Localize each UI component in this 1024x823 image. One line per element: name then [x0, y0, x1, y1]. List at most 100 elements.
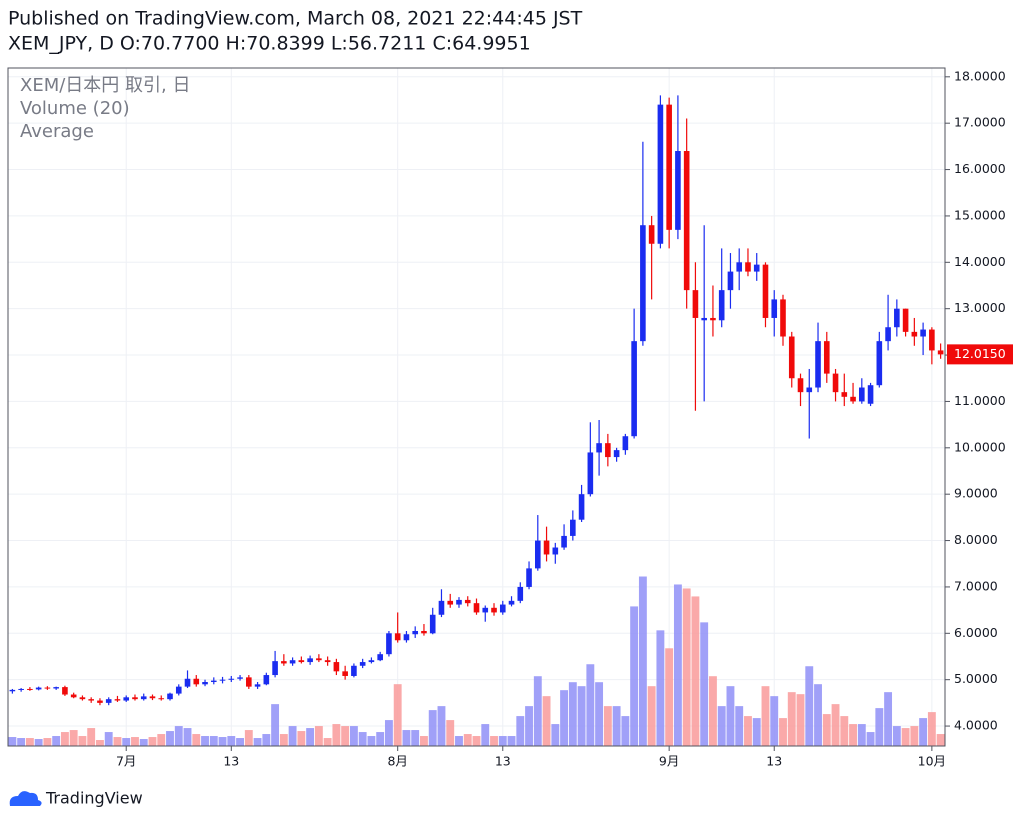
candle-body	[333, 662, 340, 672]
plot-frame	[7, 67, 946, 747]
volume-bar	[717, 706, 726, 746]
volume-bar	[831, 704, 840, 746]
y-tick-label: 4.0000	[954, 718, 998, 733]
candle-body	[613, 450, 620, 458]
candle-body	[210, 680, 217, 683]
volume-bar	[910, 726, 919, 746]
logo: TradingView	[9, 789, 143, 808]
candle-body	[622, 436, 629, 451]
candle-body	[534, 540, 541, 569]
volume-bar	[402, 730, 411, 746]
candle-body	[850, 396, 856, 402]
x-tick-label: 10月	[918, 754, 946, 769]
y-tick-label: 9.0000	[954, 486, 998, 501]
volume-bar	[656, 630, 665, 746]
volume-bar	[157, 734, 166, 746]
candle-body	[771, 299, 778, 318]
candle-body	[175, 686, 182, 694]
volume-bar	[166, 731, 174, 746]
candle-body	[666, 104, 672, 230]
candle-body	[298, 660, 305, 663]
candle-body	[710, 317, 716, 321]
candle-body	[219, 679, 226, 681]
volume-bar	[209, 736, 218, 746]
volume-bar	[630, 606, 639, 746]
candle-body	[351, 665, 357, 676]
volume-bar	[884, 692, 893, 746]
legend-entry: XEM/日本円 取引, 日	[20, 75, 190, 96]
y-tick-label: 16.0000	[954, 161, 1006, 176]
last-price-label: 12.0150	[954, 346, 1006, 361]
candle-body	[324, 660, 331, 663]
volume-bar	[866, 732, 875, 746]
volume-bar	[682, 588, 691, 746]
candle-body	[254, 684, 261, 687]
candle-body	[929, 329, 935, 351]
volume-bar	[612, 706, 621, 746]
candle-body	[342, 671, 348, 676]
candle-body	[316, 658, 322, 661]
candle-body	[289, 660, 296, 664]
volume-bar	[542, 696, 551, 746]
candle-body	[167, 693, 173, 700]
y-tick-label: 14.0000	[954, 254, 1006, 269]
volume-bar	[183, 728, 192, 746]
candle-body	[762, 264, 769, 318]
candle-body	[736, 262, 743, 272]
candle-body	[491, 607, 497, 613]
volume-bar	[306, 728, 315, 746]
candle-body	[867, 385, 874, 404]
volume-bar	[665, 648, 674, 746]
volume-bar	[148, 737, 157, 746]
candle-body	[88, 699, 94, 701]
candle-body	[499, 604, 506, 613]
brand: TradingView	[45, 789, 143, 808]
candle-body	[246, 677, 252, 687]
y-tick-label: 13.0000	[954, 300, 1006, 315]
candle-body	[648, 225, 655, 244]
candle-body	[675, 151, 681, 230]
candle-body	[35, 687, 42, 690]
candle-body	[727, 271, 734, 291]
candle-body	[272, 661, 278, 676]
candle-body	[841, 392, 848, 397]
volume-bar	[551, 724, 560, 746]
y-tick-label: 11.0000	[954, 393, 1006, 408]
candle-body	[429, 614, 436, 634]
volume-bar	[525, 706, 533, 746]
volume-bar	[218, 737, 227, 746]
volume-bar	[349, 726, 358, 746]
candle-body	[281, 661, 287, 664]
y-tick-label: 15.0000	[954, 207, 1006, 222]
volume-bar	[805, 666, 814, 746]
volume-bar	[463, 734, 472, 746]
candle-body	[421, 630, 427, 634]
volume-bar	[603, 706, 612, 746]
volume-bar	[744, 716, 752, 746]
candle-body	[70, 694, 77, 698]
volume-bar	[647, 686, 656, 746]
volume-bar	[446, 720, 455, 746]
volume-bar	[919, 718, 928, 746]
volume-bar	[113, 737, 122, 746]
candle-body	[53, 687, 59, 689]
candle-body	[745, 262, 751, 272]
x-tick-label: 13	[766, 754, 782, 769]
volume-bar	[691, 596, 700, 746]
volume-bar	[516, 716, 525, 746]
volume-bar	[428, 710, 437, 746]
volume-bar	[244, 730, 253, 746]
volume-bar	[192, 734, 201, 746]
volume-bar	[236, 738, 245, 746]
candle-body	[780, 299, 786, 337]
volume-bar	[875, 708, 884, 746]
volume-bar	[87, 728, 96, 746]
candle-body	[368, 660, 375, 663]
volume-bar	[892, 726, 901, 746]
y-tick-label: 8.0000	[954, 532, 998, 547]
volume-bar	[936, 734, 945, 746]
volume-bar	[708, 676, 717, 746]
candle-body	[44, 687, 51, 689]
candle-body	[596, 443, 602, 453]
volume-bar	[822, 714, 831, 746]
